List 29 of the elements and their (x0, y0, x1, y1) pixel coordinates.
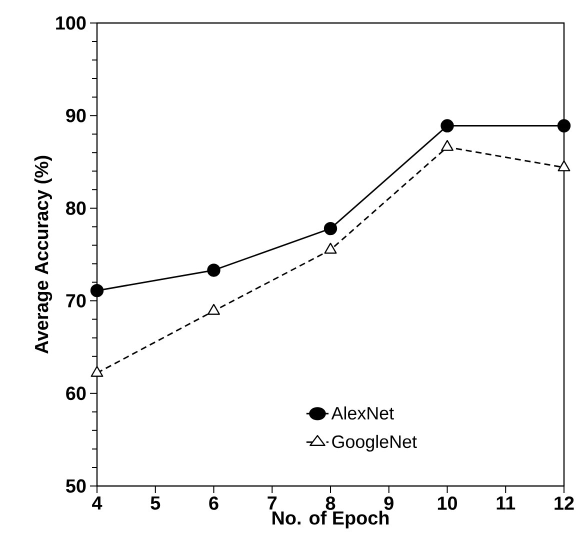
point (557, 119, 571, 132)
x-tick-label: 5 (150, 496, 160, 510)
point (324, 222, 338, 236)
x-axis-title: No. of Epoch (272, 510, 389, 528)
point (441, 140, 454, 151)
legend-label: AlexNet (331, 406, 394, 420)
x-tick-label: 10 (438, 496, 458, 510)
y-tick-label: 90 (66, 108, 86, 122)
point (90, 284, 104, 298)
y-tick-label: 60 (66, 386, 86, 400)
point (440, 119, 454, 132)
x-tick-label: 8 (326, 496, 336, 510)
point (324, 242, 337, 254)
y-axis-title: Average Accuracy (%) (34, 156, 52, 354)
x-tick-label: 12 (554, 496, 574, 510)
point (558, 160, 570, 172)
y-tick-label: 100 (56, 16, 86, 30)
x-tick-label: 4 (92, 496, 102, 510)
x-tick-label: 6 (209, 496, 218, 510)
y-tick-label: 50 (66, 479, 86, 493)
point (90, 366, 104, 377)
point (208, 304, 220, 315)
legend-label: GoogleNet (332, 434, 417, 452)
y-tick-label: 80 (66, 201, 86, 215)
y-tick-label: 70 (66, 294, 86, 308)
point (207, 264, 220, 277)
x-tick-label: 7 (268, 496, 277, 510)
x-tick-label: 11 (496, 496, 516, 510)
x-tick-label: 9 (384, 496, 394, 510)
